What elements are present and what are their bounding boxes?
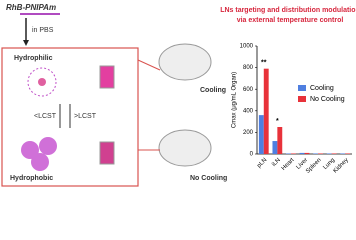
bar: [331, 153, 337, 154]
bar: [258, 115, 264, 154]
figure: RhB-PNIPAm in PBS Hydrophilic <LCST >LCS…: [1, 3, 356, 187]
bar: [340, 153, 346, 154]
chart-title: via external temperature control: [237, 17, 344, 24]
aggregate: [31, 153, 49, 171]
mouse: [158, 129, 212, 167]
bar: [277, 127, 283, 154]
y-tick-label: 1000: [240, 44, 254, 50]
y-axis-label: Cmax (μg/mL Organ): [232, 72, 238, 128]
diagram-box: [1, 47, 139, 187]
bar: [263, 68, 269, 154]
chart-title: LNs targeting and distribution modulatio…: [220, 7, 356, 14]
bar: [326, 153, 332, 154]
connector: [137, 59, 161, 71]
micelle: [27, 67, 57, 97]
vial: [99, 141, 115, 165]
legend-label: Cooling: [310, 85, 334, 92]
bar: [345, 153, 351, 154]
bar: [318, 153, 323, 154]
bar: [290, 153, 296, 154]
bar: [286, 153, 291, 154]
transition-label: <LCST: [34, 113, 57, 120]
bar: [313, 153, 319, 154]
x-tick-label: Kidney: [333, 157, 350, 174]
y-tick-label: 800: [243, 65, 254, 71]
state-label: Hydrophobic: [10, 175, 53, 182]
aggregate: [21, 141, 39, 159]
solvent-label: in PBS: [32, 27, 54, 34]
y-tick-label: 400: [243, 108, 254, 114]
arrow-head: [23, 40, 29, 46]
mouse-label: No Cooling: [190, 175, 227, 182]
y-tick-label: 200: [243, 130, 254, 136]
micelle-core: [38, 78, 46, 86]
x-tick-label: Spleen: [305, 157, 322, 174]
x-tick-label: iLN: [271, 157, 282, 168]
mouse-label: Cooling: [200, 87, 226, 94]
significance: *: [276, 118, 279, 125]
aggregate: [39, 137, 57, 155]
transition-label: >LCST: [74, 113, 97, 120]
bar: [304, 152, 310, 154]
bar: [299, 152, 305, 154]
mouse: [158, 43, 212, 81]
polymer-label: RhB-PNIPAm: [6, 3, 56, 12]
vial: [99, 65, 115, 89]
y-tick-label: 0: [250, 152, 254, 158]
x-tick-label: Heart: [281, 157, 296, 172]
legend-label: No Cooling: [310, 96, 345, 103]
significance: **: [261, 60, 267, 67]
bar: [272, 141, 278, 154]
legend-swatch: [298, 96, 306, 102]
x-tick-label: pLN: [256, 157, 268, 169]
state-label: Hydrophilic: [14, 55, 53, 62]
y-tick-label: 600: [243, 87, 254, 93]
legend-swatch: [298, 85, 306, 91]
